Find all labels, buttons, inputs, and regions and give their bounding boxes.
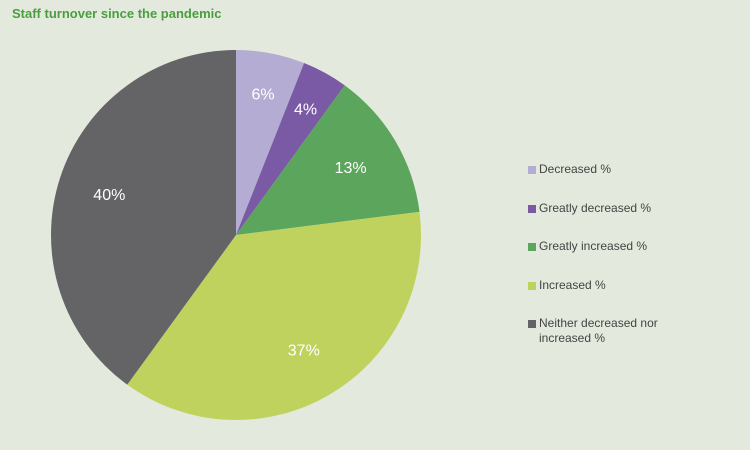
legend-swatch: [528, 243, 536, 251]
pie-slice-4: [127, 211, 421, 421]
legend-item: Greatly decreased %: [528, 201, 728, 240]
pie-slice-5: [51, 50, 236, 385]
legend-item: Increased %: [528, 278, 728, 317]
pie-slice-label: 6%: [251, 86, 274, 103]
legend-label: Greatly increased %: [539, 239, 648, 253]
legend-swatch: [528, 166, 536, 174]
pie-slice-label: 13%: [335, 160, 367, 177]
pie-slice-3: [236, 85, 420, 236]
legend-item: Decreased %: [528, 162, 728, 201]
legend-label: Greatly decreased %: [539, 200, 652, 215]
legend-item: Neither decreased nor increased %: [528, 316, 728, 355]
legend-item: Greatly increased %: [528, 239, 728, 278]
legend-label: Decreased %: [539, 162, 612, 176]
legend-swatch: [528, 320, 536, 328]
pie-slice-1: [236, 50, 305, 235]
legend-swatch: [528, 281, 536, 290]
pie-slice-label: 37%: [288, 343, 320, 360]
chart-title: Staff turnover since the pandemic: [12, 6, 222, 21]
legend: Decreased % Greatly decreased % Greatly in…: [528, 162, 728, 355]
pie-slice-label: 4%: [294, 102, 317, 119]
legend-swatch: [528, 204, 536, 213]
pie-slice-2: [236, 62, 345, 235]
pie-slice-label: 40%: [93, 187, 125, 204]
legend-label: Neither decreased nor increased %: [539, 316, 658, 345]
legend-label: Increased %: [539, 277, 606, 292]
